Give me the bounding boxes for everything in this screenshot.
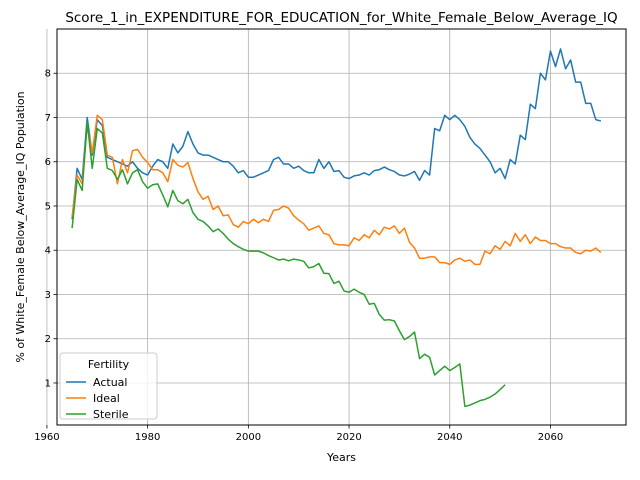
y-tick-label: 5 <box>45 201 51 212</box>
series-line-ideal <box>71 114 602 266</box>
legend-title: Fertility <box>88 358 130 371</box>
x-tick-label: 2020 <box>336 432 361 443</box>
x-tick-label: 1980 <box>135 432 160 443</box>
x-tick-label: 1960 <box>34 432 59 443</box>
y-tick-label: 1 <box>45 378 51 389</box>
y-axis: 1 2 3 4 5 6 7 8 <box>45 69 57 389</box>
x-axis-label: Years <box>326 451 356 464</box>
grid <box>46 29 626 425</box>
y-tick-label: 3 <box>45 290 51 301</box>
legend: Fertility Actual Ideal Sterile <box>59 352 158 421</box>
x-tick-label: 2040 <box>437 432 462 443</box>
chart-title: Score_1_in_EXPENDITURE_FOR_EDUCATION_for… <box>65 10 617 26</box>
y-tick-label: 6 <box>45 157 51 168</box>
y-tick-label: 4 <box>45 246 51 257</box>
legend-label-actual: Actual <box>93 376 127 389</box>
series-layer <box>71 48 602 408</box>
legend-label-ideal: Ideal <box>93 392 120 405</box>
y-tick-label: 7 <box>45 113 51 124</box>
y-axis-label: % of White_Female Below_Average_IQ Popul… <box>14 91 27 362</box>
y-tick-label: 8 <box>45 69 51 80</box>
x-tick-label: 2000 <box>236 432 261 443</box>
series-line-sterile <box>71 121 506 408</box>
legend-label-sterile: Sterile <box>93 408 129 421</box>
series-line-actual <box>71 48 602 220</box>
legend-box <box>59 352 158 420</box>
y-tick-label: 2 <box>45 334 51 345</box>
x-axis: 1960 1980 2000 2020 2040 2060 <box>34 425 563 443</box>
x-tick-label: 2060 <box>538 432 563 443</box>
plot-frame <box>56 28 627 426</box>
